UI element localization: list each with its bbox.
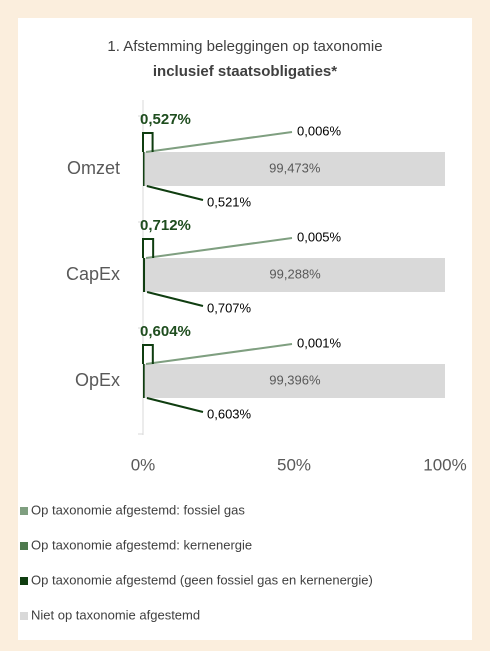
- total-label: 0,604%: [140, 323, 191, 340]
- callout-line: [146, 291, 204, 307]
- callout-line: [145, 237, 293, 259]
- value-label: 0,603%: [207, 406, 252, 421]
- value-label: 0,006%: [297, 123, 342, 138]
- callout-line: [146, 397, 204, 413]
- value-label: 0,707%: [207, 300, 252, 315]
- value-label: 0,005%: [297, 229, 342, 244]
- category-label: Omzet: [67, 158, 120, 178]
- chart-title: 1. Afstemming beleggingen op taxonomie: [107, 38, 382, 55]
- chart-panel: [18, 18, 472, 640]
- legend-swatch: [20, 507, 28, 515]
- legend-label: Op taxonomie afgestemd: kernenergie: [31, 537, 252, 552]
- x-tick-label: 100%: [423, 455, 466, 474]
- x-tick-label: 50%: [277, 455, 311, 474]
- legend-label: Op taxonomie afgestemd: fossiel gas: [31, 502, 245, 517]
- category-label: OpEx: [75, 370, 120, 390]
- callout-line: [145, 343, 293, 365]
- legend-label: Niet op taxonomie afgestemd: [31, 607, 200, 622]
- legend-swatch: [20, 612, 28, 620]
- bar-segment: [145, 258, 445, 292]
- chart-subtitle: inclusief staatsobligaties*: [153, 63, 337, 80]
- bar-segment: [144, 364, 445, 398]
- value-label: 0,001%: [297, 335, 342, 350]
- bar-segment: [143, 364, 145, 398]
- bar-segment: [143, 258, 146, 292]
- legend-swatch: [20, 542, 28, 550]
- total-label: 0,527%: [140, 111, 191, 128]
- legend-swatch: [20, 577, 28, 585]
- legend-label: Op taxonomie afgestemd (geen fossiel gas…: [31, 572, 373, 587]
- total-bracket: [142, 132, 154, 152]
- total-bracket: [142, 238, 155, 258]
- callout-line: [145, 131, 293, 153]
- bar-segment: [144, 152, 445, 186]
- total-label: 0,712%: [140, 217, 191, 234]
- value-label: 99,473%: [269, 160, 321, 175]
- total-bracket: [142, 344, 154, 364]
- callout-line: [146, 185, 204, 201]
- bar-segment: [143, 152, 145, 186]
- x-tick-label: 0%: [131, 455, 156, 474]
- value-label: 99,396%: [269, 372, 321, 387]
- value-label: 0,521%: [207, 194, 252, 209]
- value-label: 99,288%: [269, 266, 321, 281]
- category-label: CapEx: [66, 264, 120, 284]
